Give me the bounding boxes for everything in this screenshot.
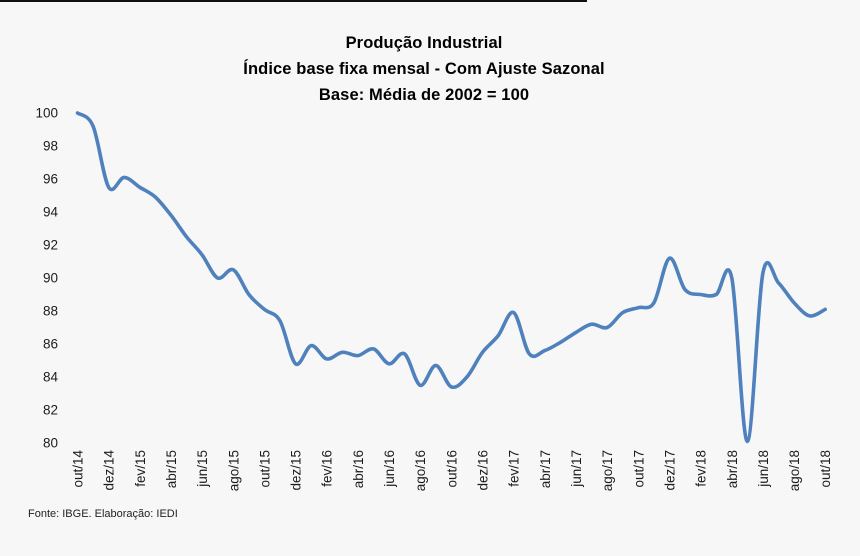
x-tick-label: jun/16 bbox=[382, 450, 397, 488]
chart-title: Produção Industrial Índice base fixa men… bbox=[0, 30, 848, 108]
x-tick-label: ago/17 bbox=[600, 450, 615, 491]
x-tick-label: jun/17 bbox=[569, 450, 584, 488]
x-tick-label: dez/14 bbox=[102, 450, 117, 491]
x-tick-label: ago/15 bbox=[226, 450, 241, 491]
y-tick-label: 100 bbox=[35, 106, 58, 121]
y-tick-label: 98 bbox=[43, 139, 58, 154]
y-tick-label: 94 bbox=[43, 205, 59, 220]
x-tick-label: abr/18 bbox=[725, 450, 740, 488]
chart-title-line-3: Base: Média de 2002 = 100 bbox=[318, 86, 530, 104]
x-tick-label: out/15 bbox=[257, 450, 272, 488]
x-tick-label: abr/16 bbox=[351, 450, 366, 488]
x-tick-label: jun/15 bbox=[195, 450, 210, 488]
x-tick-label: out/14 bbox=[71, 450, 86, 488]
source-note: Fonte: IBGE. Elaboração: IEDI bbox=[28, 508, 178, 520]
y-tick-label: 92 bbox=[43, 238, 58, 253]
y-tick-label: 82 bbox=[43, 403, 58, 418]
x-tick-label: fev/16 bbox=[320, 450, 335, 487]
x-tick-label: out/16 bbox=[444, 450, 459, 488]
x-tick-label: abr/17 bbox=[538, 450, 553, 488]
x-tick-label: fev/17 bbox=[507, 450, 522, 487]
chart-title-line-1: Produção Industrial bbox=[345, 34, 503, 52]
y-tick-label: 80 bbox=[43, 436, 58, 451]
x-tick-label: ago/18 bbox=[787, 450, 802, 491]
y-tick-label: 88 bbox=[43, 304, 58, 319]
y-tick-label: 96 bbox=[43, 172, 58, 187]
y-tick-label: 84 bbox=[43, 370, 59, 385]
y-tick-label: 86 bbox=[43, 337, 58, 352]
x-tick-label: jun/18 bbox=[756, 450, 771, 488]
x-tick-label: dez/16 bbox=[476, 450, 491, 491]
y-tick-label: 90 bbox=[43, 271, 58, 286]
x-tick-label: ago/16 bbox=[413, 450, 428, 491]
x-tick-label: fev/18 bbox=[694, 450, 709, 487]
x-tick-label: dez/17 bbox=[662, 450, 677, 491]
crop-border-artifact bbox=[0, 0, 587, 2]
series-line bbox=[75, 111, 827, 444]
x-tick-label: dez/15 bbox=[289, 450, 304, 491]
x-tick-label: out/17 bbox=[631, 450, 646, 488]
chart-title-line-2: Índice base fixa mensal - Com Ajuste Saz… bbox=[243, 60, 605, 78]
x-tick-label: out/18 bbox=[818, 450, 833, 488]
x-tick-label: abr/15 bbox=[164, 450, 179, 488]
x-tick-label: fev/15 bbox=[133, 450, 148, 487]
